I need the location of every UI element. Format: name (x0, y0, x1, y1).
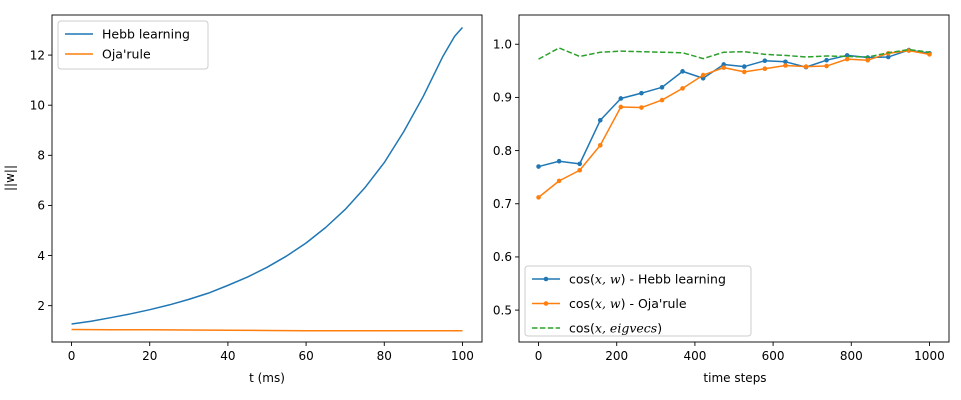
chart-left-axes-frame (51, 14, 483, 343)
chart-right-axes-frame (518, 14, 950, 343)
chart-right-series-0-point (885, 54, 891, 60)
chart-right-series-1-point (803, 64, 809, 69)
chart-right-series-1-point (618, 104, 624, 110)
chart-left-ytick-label: 6 (37, 199, 45, 213)
chart-left-ytick-label: 4 (37, 249, 45, 263)
chart-right-series-0-point (721, 62, 727, 67)
chart-left-ytick-label: 10 (30, 99, 45, 113)
chart-right-series-0-point (783, 59, 788, 65)
chart-right-xtick-label: 600 (762, 349, 785, 363)
chart-right-series-0-point (577, 161, 583, 167)
chart-right-legend (524, 265, 752, 337)
chart-right-legend-label: cos(x, eigvecs) (569, 321, 662, 336)
chart-right-legend-label: cos(x, w) - Hebb learning (569, 272, 726, 287)
chart-right-series-0-point (762, 58, 768, 64)
chart-right-series-1-point (680, 86, 685, 91)
chart-right-series-0-point (618, 96, 624, 101)
chart-left-ytick-label: 8 (37, 149, 45, 163)
chart-right-series-1-point (597, 142, 603, 148)
chart-left-xtick-label: 60 (298, 349, 313, 363)
chart-right-series-1-point (927, 52, 932, 57)
chart-left: t (ms) ||w|| 0 20 40 60 80 100 2 4 6 8 10 12 Hebb le… (3, 14, 483, 385)
chart-right-series-0-point (659, 85, 665, 90)
chart-right-series-1-point (721, 65, 727, 70)
chart-right-series-1-point (577, 167, 583, 173)
chart-right-series-2-line (538, 47, 930, 60)
chart-left-xtick-label: 40 (220, 349, 235, 363)
chart-right-plot-area (536, 47, 932, 200)
chart-right-series-0-point (824, 57, 829, 63)
chart-right-series-0-point (536, 164, 541, 169)
chart-left-xtick-label: 100 (451, 349, 474, 363)
chart-right-series-1-point (536, 195, 541, 200)
chart-right-series-1-point (639, 105, 644, 110)
chart-right-series-1-point (741, 69, 747, 75)
chart-right-ytick-label: 0.6 (493, 250, 512, 264)
chart-right-ytick-label: 1.0 (493, 38, 512, 52)
chart-left-plot-area (71, 27, 464, 332)
chart-left-legend (57, 20, 209, 70)
chart-left-ylabel: ||w|| (3, 165, 17, 191)
chart-right-series-1-point (659, 97, 665, 103)
chart-right-ytick-label: 0.5 (493, 303, 512, 317)
chart-right-xtick-label: 400 (683, 349, 706, 363)
chart-right-series-1-point (700, 72, 706, 78)
chart-right-ytick-label: 0.9 (493, 91, 512, 105)
chart-right-series-1-line (538, 49, 930, 198)
chart-left-ytick-label: 2 (37, 299, 45, 313)
chart-right-series-0-point (556, 158, 562, 164)
chart-left-xtick-label: 20 (142, 349, 157, 363)
chart-right-series-1-point (762, 66, 768, 72)
chart-right: time steps 0 200 400 600 800 1000 0.5 0.6 0.7 0.8… (493, 14, 950, 385)
chart-right-ytick-label: 0.8 (493, 144, 512, 158)
chart-right-series-1-point (783, 63, 788, 68)
chart-right-series-1-point (865, 57, 871, 63)
chart-left-xtick-label: 0 (68, 349, 76, 363)
chart-right-xlabel: time steps (703, 371, 766, 385)
chart-right-ytick-label: 0.7 (493, 197, 512, 211)
chart-right-xtick-label: 0 (535, 349, 543, 363)
chart-left-ytick-label: 12 (30, 48, 45, 62)
chart-right-legend-marker (543, 276, 549, 282)
chart-right-series-0-point (597, 117, 603, 123)
chart-right-xtick-label: 200 (605, 349, 628, 363)
chart-right-series-1-point (824, 63, 829, 69)
chart-right-series-1-point (556, 178, 562, 184)
chart-left-xtick-label: 80 (377, 349, 392, 363)
chart-right-series-1-point (844, 56, 850, 62)
chart-right-series-0-point (680, 69, 685, 74)
chart-left-xlabel: t (ms) (249, 371, 285, 385)
chart-right-series-0-point (741, 64, 747, 69)
chart-right-legend-marker (543, 301, 549, 306)
chart-left-series-1-line (71, 328, 463, 332)
chart-left-series-0-line (71, 27, 464, 325)
chart-left-legend-label: Hebb learning (102, 27, 190, 42)
chart-right-legend-label: cos(x, w) - Oja'rule (569, 296, 687, 311)
chart-right-series-0-point (700, 75, 706, 81)
chart-right-xtick-label: 800 (840, 349, 863, 363)
chart-right-xtick-label: 1000 (914, 349, 945, 363)
chart-left-legend-label: Oja'rule (102, 47, 151, 62)
chart-right-series-0-point (639, 90, 644, 96)
